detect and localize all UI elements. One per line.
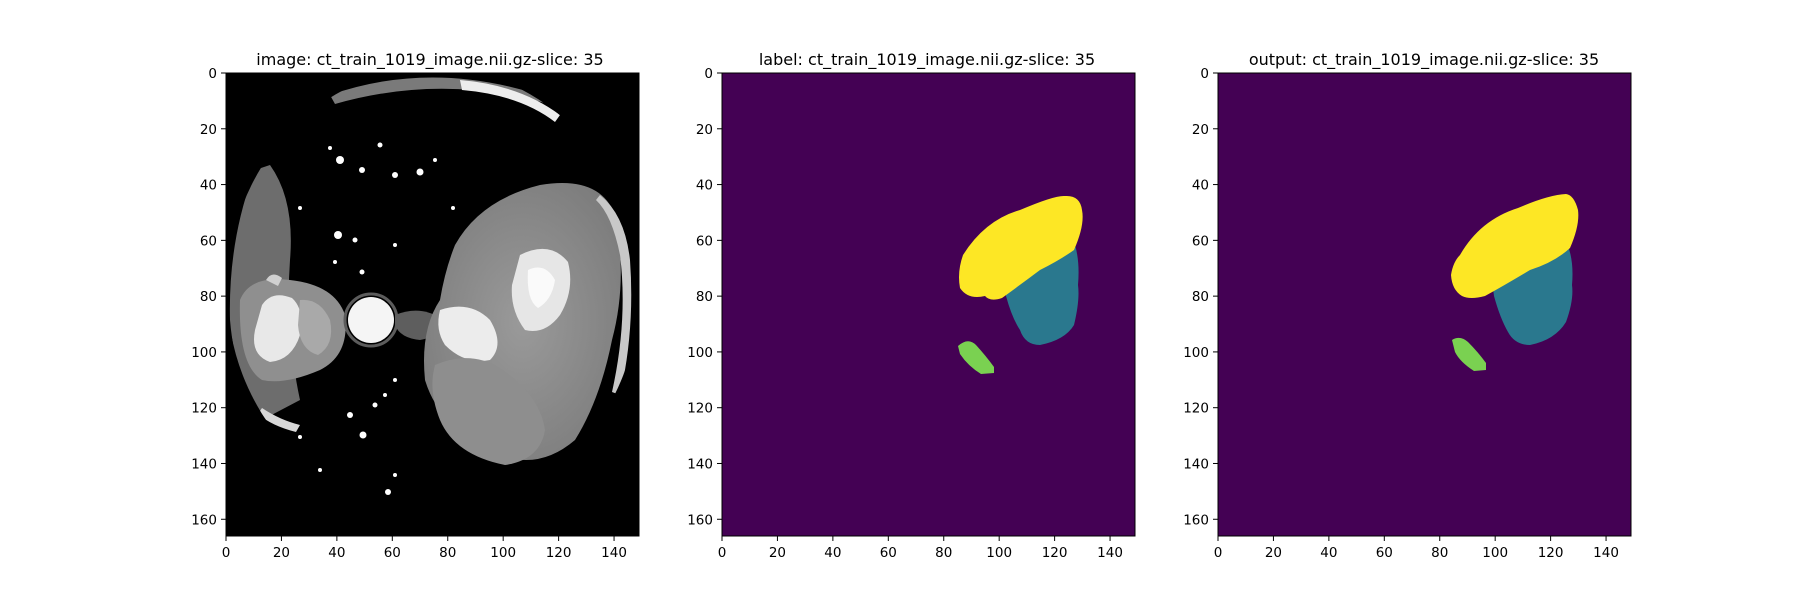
label-y-tick-label: 160 (687, 512, 713, 528)
label-axes-frame (721, 72, 1136, 537)
label-x-tick-label: 120 (1042, 545, 1068, 561)
output-x-tick-label: 120 (1538, 545, 1564, 561)
image-y-tick-label: 140 (191, 456, 217, 472)
output-x-tick-label: 80 (1431, 545, 1448, 561)
label-x-tick-label: 40 (824, 545, 841, 561)
output-axes-frame (1217, 72, 1632, 537)
output-x-tick-label: 100 (1482, 545, 1508, 561)
image-y-tick-label: 100 (191, 345, 217, 361)
output-x-tick-label: 40 (1320, 545, 1337, 561)
output-x-tick-label: 20 (1265, 545, 1282, 561)
label-region-yellow (959, 195, 1083, 300)
label-y-tick-label: 140 (687, 456, 713, 472)
output-y-tick-label: 120 (1183, 401, 1209, 417)
label-x-tick-label: 100 (986, 545, 1012, 561)
output-y-tick-label: 60 (1192, 233, 1209, 249)
image-x-tick-label: 40 (328, 545, 345, 561)
image-y-tick-label: 0 (208, 66, 217, 82)
ct-image (226, 73, 639, 536)
image-x-tick-label: 80 (439, 545, 456, 561)
label-x-tick-label: 0 (718, 545, 727, 561)
image-y-ticks: 0 20 40 60 80 100 120 140 160 (191, 66, 226, 528)
image-y-tick-label: 40 (200, 178, 217, 194)
label-x-tick-label: 20 (769, 545, 786, 561)
label-y-tick-label: 60 (696, 233, 713, 249)
image-x-tick-label: 60 (384, 545, 401, 561)
output-y-tick-label: 140 (1183, 456, 1209, 472)
output-y-tick-label: 80 (1192, 289, 1209, 305)
label-panel-title: label: ct_train_1019_image.nii.gz-slice:… (759, 50, 1095, 70)
image-y-tick-label: 80 (200, 289, 217, 305)
image-panel-title: image: ct_train_1019_image.nii.gz-slice:… (256, 50, 603, 70)
image-y-tick-label: 160 (191, 512, 217, 528)
output-y-tick-label: 20 (1192, 122, 1209, 138)
label-y-tick-label: 20 (696, 122, 713, 138)
output-panel: output: ct_train_1019_image.nii.gz-slice… (1183, 50, 1632, 561)
label-panel: label: ct_train_1019_image.nii.gz-slice:… (687, 50, 1136, 561)
label-region-green (958, 341, 994, 374)
output-segmentation (1218, 73, 1631, 536)
label-y-tick-label: 0 (704, 66, 713, 82)
output-y-tick-label: 40 (1192, 178, 1209, 194)
label-y-ticks: 0 20 40 60 80 100 120 140 160 (687, 66, 722, 528)
image-x-tick-label: 0 (222, 545, 231, 561)
label-x-tick-label: 80 (935, 545, 952, 561)
output-x-tick-label: 60 (1376, 545, 1393, 561)
output-x-tick-label: 0 (1214, 545, 1223, 561)
label-x-tick-label: 140 (1097, 545, 1123, 561)
image-x-tick-label: 100 (490, 545, 516, 561)
output-region-yellow (1451, 194, 1579, 298)
label-x-ticks: 0 20 40 60 80 100 120 140 (718, 536, 1123, 561)
output-y-tick-label: 160 (1183, 512, 1209, 528)
image-panel: image: ct_train_1019_image.nii.gz-slice:… (191, 50, 640, 561)
image-y-tick-label: 60 (200, 233, 217, 249)
image-y-tick-label: 120 (191, 401, 217, 417)
image-x-ticks: 0 20 40 60 80 100 120 140 (222, 536, 627, 561)
output-x-tick-label: 140 (1593, 545, 1619, 561)
label-y-tick-label: 120 (687, 401, 713, 417)
output-y-tick-label: 100 (1183, 345, 1209, 361)
output-x-ticks: 0 20 40 60 80 100 120 140 (1214, 536, 1619, 561)
image-x-tick-label: 120 (546, 545, 572, 561)
label-segmentation (722, 73, 1135, 536)
label-x-tick-label: 60 (880, 545, 897, 561)
image-x-tick-label: 140 (601, 545, 627, 561)
output-y-tick-label: 0 (1200, 66, 1209, 82)
output-region-green (1452, 337, 1486, 371)
label-y-tick-label: 80 (696, 289, 713, 305)
label-y-tick-label: 100 (687, 345, 713, 361)
output-panel-title: output: ct_train_1019_image.nii.gz-slice… (1249, 50, 1599, 70)
image-x-tick-label: 20 (273, 545, 290, 561)
image-axes-frame (225, 72, 640, 537)
label-y-tick-label: 40 (696, 178, 713, 194)
output-y-ticks: 0 20 40 60 80 100 120 140 160 (1183, 66, 1218, 528)
image-y-tick-label: 20 (200, 122, 217, 138)
